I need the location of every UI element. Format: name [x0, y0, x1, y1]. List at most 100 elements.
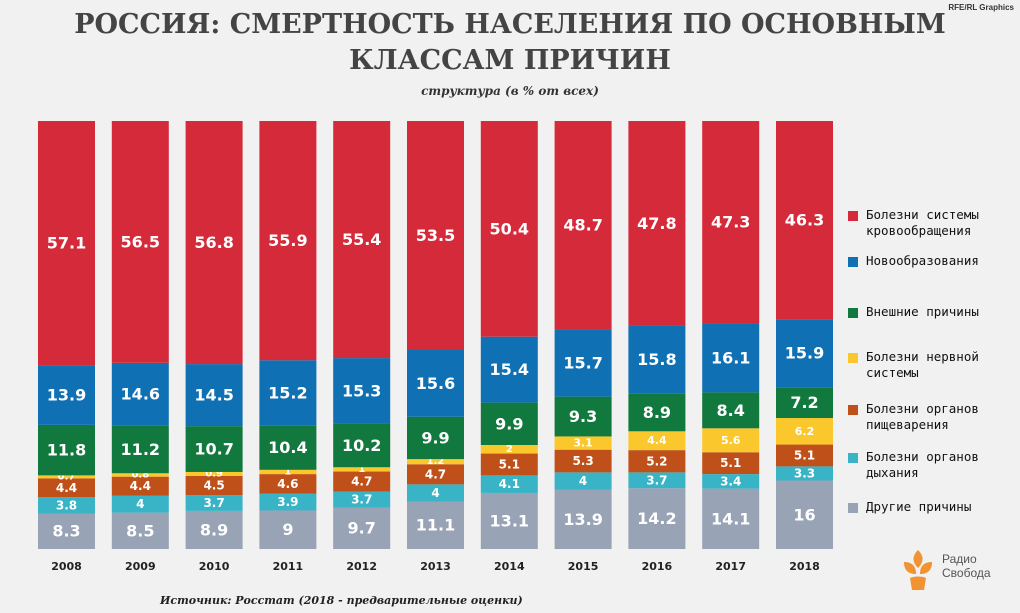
data-label: 46.3 [785, 211, 824, 230]
data-label: 1 [284, 466, 291, 477]
bar-segment [628, 325, 686, 394]
logo[interactable]: Радио Свобода [900, 548, 1010, 598]
bar-segment [333, 467, 391, 472]
bar-segment [38, 475, 95, 479]
data-label: 4.7 [351, 475, 372, 489]
bar-segment [554, 472, 612, 490]
data-label: 8.5 [126, 521, 154, 540]
data-label: 47.8 [637, 214, 676, 233]
bar-segment [776, 418, 833, 445]
bar-segment [38, 513, 95, 549]
bar-segment [628, 121, 686, 326]
bar-segment [554, 489, 612, 549]
data-label: 1.2 [427, 456, 445, 467]
data-label: 4.5 [203, 478, 224, 492]
data-label: 4.7 [425, 467, 446, 481]
bar-segment [259, 474, 317, 494]
data-label: 3.7 [203, 496, 224, 510]
data-label: 4 [579, 474, 587, 488]
data-label: 4 [431, 486, 439, 500]
bar-segment [776, 387, 833, 419]
data-label: 7.2 [790, 393, 818, 412]
data-label: 3.4 [720, 474, 741, 488]
chart-title-line1: РОССИЯ: СМЕРТНОСТЬ НАСЕЛЕНИЯ ПО ОСНОВНЫМ [74, 9, 946, 40]
data-label: 13.1 [490, 511, 529, 530]
bar-segment [407, 501, 464, 549]
data-label: 3.7 [351, 493, 372, 507]
bar-segment [259, 360, 317, 426]
data-label: 15.9 [785, 344, 824, 363]
data-label: 0.8 [131, 469, 149, 480]
legend-label: Болезни органов дыхания [866, 449, 979, 480]
bar-segment [185, 510, 243, 549]
bar-segment [185, 471, 243, 476]
data-label: 5.1 [794, 448, 815, 462]
legend-swatch [848, 353, 858, 363]
data-label: 14.2 [637, 509, 676, 528]
data-label: 0.7 [58, 471, 76, 482]
bar-segment [185, 121, 243, 365]
x-tick-label: 2018 [789, 560, 820, 573]
data-label: 9.9 [495, 414, 523, 433]
data-label: 47.3 [711, 213, 750, 232]
data-label: 9 [282, 520, 293, 539]
data-label: 48.7 [563, 216, 602, 235]
bar-segment [702, 428, 760, 453]
bar-segment [776, 444, 833, 467]
bar-segment [259, 121, 317, 361]
bar-segment [554, 449, 612, 473]
bar-segment [185, 495, 243, 511]
bar-segment [111, 495, 169, 513]
bar-segment [480, 492, 538, 549]
bar-segment [628, 450, 686, 473]
data-label: 5.3 [572, 454, 593, 468]
data-label: 3.9 [277, 495, 298, 509]
data-label: 16.1 [711, 348, 750, 367]
data-label: 55.9 [268, 231, 307, 250]
legend-label: Болезни органов пищеварения [866, 401, 979, 432]
data-label: 3.7 [646, 473, 667, 487]
bar-segment [480, 402, 538, 445]
legend-swatch [848, 257, 858, 267]
data-label: 4.4 [56, 481, 77, 495]
legend-swatch [848, 211, 858, 221]
bar-segment [111, 362, 169, 426]
bar-segment [480, 444, 538, 454]
x-tick-label: 2016 [642, 560, 673, 573]
data-label: 16 [793, 505, 815, 524]
data-label: 10.7 [194, 440, 233, 459]
data-label: 5.1 [499, 457, 520, 471]
x-tick-label: 2009 [125, 560, 156, 573]
bar-segment [259, 510, 317, 549]
data-label: 11.1 [416, 516, 455, 535]
bar-segment [554, 396, 612, 437]
data-label: 11.8 [47, 441, 86, 460]
bar-segment [702, 121, 760, 324]
data-label: 10.2 [342, 436, 381, 455]
bar-segment [480, 453, 538, 476]
rfe-logo-icon [904, 550, 932, 590]
data-label: 3.1 [573, 437, 593, 450]
bar-segment [776, 319, 833, 388]
data-label: 15.8 [637, 350, 676, 369]
x-tick-label: 2015 [568, 560, 599, 573]
legend-label: Внешние причины [866, 304, 979, 319]
data-label: 57.1 [47, 234, 86, 253]
bar-segment [702, 323, 760, 393]
x-tick-label: 2017 [715, 560, 746, 573]
bar-segment [480, 336, 538, 403]
bar-segment [776, 121, 833, 320]
data-label: 9.7 [348, 519, 376, 538]
data-label: 56.5 [121, 232, 160, 251]
data-label: 13.9 [47, 386, 86, 405]
bar-segment [111, 512, 169, 549]
data-label: 4.1 [499, 477, 520, 491]
bar-segment [702, 488, 760, 549]
data-label: 4.4 [130, 479, 151, 493]
chart-subtitle: структура (в % от всех) [421, 84, 599, 98]
data-label: 8.4 [717, 401, 745, 420]
data-label: 15.2 [268, 383, 307, 402]
bar-segment [776, 466, 833, 481]
data-label: 8.3 [52, 522, 80, 541]
